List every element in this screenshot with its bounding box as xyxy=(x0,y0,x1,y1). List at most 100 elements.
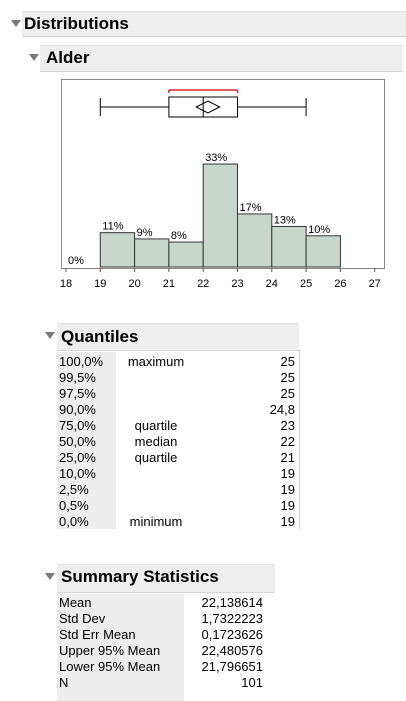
quantile-percent: 0,0% xyxy=(59,514,89,529)
summary-label: Lower 95% Mean xyxy=(59,659,161,674)
quantile-label: quartile xyxy=(134,450,178,465)
bar-percent-label: 13% xyxy=(274,214,296,226)
summary-statistics-disclosure-icon[interactable] xyxy=(45,573,55,580)
summary-statistics-table: Mean 22,138614 Std Dev 1,7322223 Std Err Mea… xyxy=(59,595,264,691)
summary-label: Upper 95% Mean xyxy=(59,643,161,658)
quantile-label: quartile xyxy=(134,418,178,433)
summary-row: Std Err Mean 0,1723626 xyxy=(59,627,264,643)
quantile-percent: 75,0% xyxy=(59,418,96,433)
summary-value: 22,480576 xyxy=(201,643,263,658)
quantile-value: 19 xyxy=(280,482,295,497)
distributions-header[interactable] xyxy=(22,11,406,37)
quantile-value: 24,8 xyxy=(269,402,295,417)
quantile-percent: 2,5% xyxy=(59,482,89,497)
quantile-value: 23 xyxy=(280,418,295,433)
quantile-label: median xyxy=(134,434,178,449)
x-tick-label: 18 xyxy=(60,278,72,290)
distributions-title: Distributions xyxy=(24,14,129,33)
x-tick-label: 24 xyxy=(266,278,278,290)
bar-percent-label: 17% xyxy=(240,202,262,214)
quantile-percent: 0,5% xyxy=(59,498,89,513)
quantile-percent: 97,5% xyxy=(59,386,96,401)
summary-label: Std Err Mean xyxy=(59,627,136,642)
x-tick-label: 23 xyxy=(231,278,243,290)
quantile-row: 0,5% 19 xyxy=(59,498,295,514)
quantiles-table: 100,0% maximum 25 99,5% 25 97,5% 25 90,0% 24,8 75… xyxy=(59,354,295,530)
summary-row: Mean 22,138614 xyxy=(59,595,264,611)
quantile-value: 25 xyxy=(280,370,295,385)
x-tick-label: 21 xyxy=(163,278,175,290)
histogram-bar xyxy=(168,241,204,268)
quantiles-header[interactable] xyxy=(57,323,299,351)
quantile-percent: 99,5% xyxy=(59,370,96,385)
bar-percent-label: 0% xyxy=(68,255,84,267)
variable-disclosure-icon[interactable] xyxy=(29,54,39,61)
quantile-row: 0,0% minimum 19 xyxy=(59,514,295,530)
quantiles-right-rule xyxy=(299,349,300,529)
summary-label: N xyxy=(59,675,69,690)
quantile-value: 25 xyxy=(280,354,295,369)
quantile-value: 19 xyxy=(280,514,295,529)
x-tick-label: 27 xyxy=(369,278,381,290)
bar-percent-label: 11% xyxy=(102,221,123,233)
quantile-row: 75,0% quartile 23 xyxy=(59,418,295,434)
quantile-value: 22 xyxy=(280,434,295,449)
summary-label-column-shade xyxy=(57,594,184,701)
quantile-row: 100,0% maximum 25 xyxy=(59,354,295,370)
x-tick-label: 26 xyxy=(334,278,346,290)
distributions-disclosure-icon[interactable] xyxy=(11,20,21,27)
quantile-percent: 10,0% xyxy=(59,466,96,481)
quantile-row: 25,0% quartile 21 xyxy=(59,450,295,466)
summary-value: 21,796651 xyxy=(201,659,263,674)
quantile-value: 25 xyxy=(280,386,295,401)
quantile-value: 19 xyxy=(280,466,295,481)
summary-value: 0,1723626 xyxy=(201,627,263,642)
quantiles-pct-column-shade xyxy=(57,352,116,529)
histogram-bar xyxy=(99,232,136,268)
bar-percent-label: 8% xyxy=(171,230,187,242)
bar-percent-label: 9% xyxy=(137,227,153,239)
quantile-value: 19 xyxy=(280,498,295,513)
quantile-percent: 90,0% xyxy=(59,402,96,417)
summary-value: 101 xyxy=(241,675,263,690)
histogram-bar xyxy=(202,163,238,268)
quantiles-disclosure-icon[interactable] xyxy=(45,332,55,339)
summary-row: N 101 xyxy=(59,675,264,691)
summary-row: Lower 95% Mean 21,796651 xyxy=(59,659,264,675)
bar-percent-label: 33% xyxy=(205,152,227,164)
x-tick-label: 25 xyxy=(300,278,312,290)
quantile-label: minimum xyxy=(129,514,183,529)
x-tick-label: 19 xyxy=(94,278,106,290)
quantile-row: 97,5% 25 xyxy=(59,386,295,402)
histogram-bar xyxy=(271,225,307,268)
histogram-chart: 0% 11% 9% 8% 33% 17% 13% 10% 18 19 20 21 22 23 24 25 26 2… xyxy=(60,89,381,290)
quantile-row: 2,5% 19 xyxy=(59,482,295,498)
x-tick-label: 20 xyxy=(128,278,140,290)
quantile-label: maximum xyxy=(127,354,185,369)
summary-statistics-title: Summary Statistics xyxy=(61,567,219,586)
variable-title: Alder xyxy=(46,48,90,67)
variable-header[interactable] xyxy=(40,45,403,72)
x-tick-label: 22 xyxy=(197,278,209,290)
summary-row: Std Dev 1,7322223 xyxy=(59,611,264,627)
quantile-percent: 100,0% xyxy=(59,354,104,369)
quantile-row: 90,0% 24,8 xyxy=(59,402,295,418)
summary-label: Std Dev xyxy=(59,611,106,626)
mean-diamond xyxy=(195,100,221,114)
summary-row: Upper 95% Mean 22,480576 xyxy=(59,643,264,659)
quantile-row: 10,0% 19 xyxy=(59,466,295,482)
summary-value: 1,7322223 xyxy=(201,611,263,626)
bar-percent-label: 10% xyxy=(308,224,330,236)
quantile-percent: 25,0% xyxy=(59,450,96,465)
summary-label: Mean xyxy=(59,595,92,610)
quantiles-title: Quantiles xyxy=(61,327,139,346)
summary-statistics-header[interactable] xyxy=(57,564,275,593)
histogram-bar xyxy=(134,238,170,268)
quantile-row: 99,5% 25 xyxy=(59,370,295,386)
histogram-bar xyxy=(305,235,341,268)
quantile-value: 21 xyxy=(280,450,295,465)
summary-value: 22,138614 xyxy=(201,595,263,610)
histogram-bar xyxy=(237,213,273,268)
quantile-row: 50,0% median 22 xyxy=(59,434,295,450)
quantile-percent: 50,0% xyxy=(59,434,96,449)
